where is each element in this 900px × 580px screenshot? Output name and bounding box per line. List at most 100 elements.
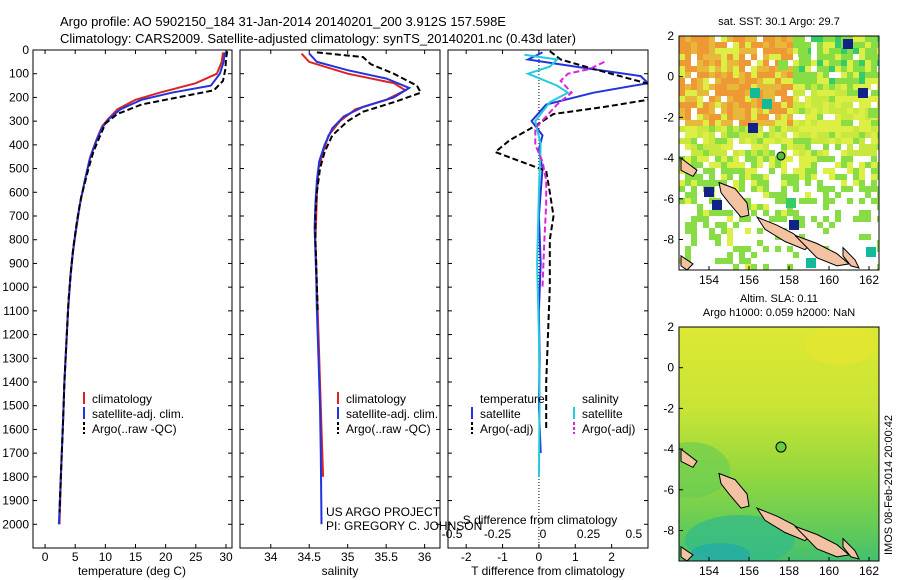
sst-cell	[793, 36, 799, 42]
sst-cell	[697, 72, 703, 78]
sst-cell	[781, 102, 787, 108]
sst-cell	[757, 228, 763, 234]
map-y-tick-label: -8	[663, 523, 674, 537]
sst-cell	[691, 228, 697, 234]
sst-cell	[793, 120, 799, 126]
sst-cell	[841, 120, 847, 126]
sst-cell	[757, 180, 763, 186]
sst-cell	[829, 96, 835, 102]
sst-cell	[865, 186, 871, 192]
sst-cell	[745, 36, 751, 42]
sst-cell	[811, 108, 817, 114]
x-tick-label: 1	[572, 550, 579, 564]
sst-cell	[805, 198, 811, 204]
sst-cell	[817, 72, 823, 78]
sst-cell	[781, 216, 787, 222]
sst-map-frame	[678, 35, 880, 271]
sst-cell	[835, 210, 841, 216]
temperature-x-ticks: 0 5 10 15 20 25 30	[42, 50, 233, 564]
map-x-tick-label: 158	[779, 564, 799, 578]
sla-blob-high	[805, 327, 875, 365]
sst-cell	[877, 78, 879, 84]
sst-cell	[727, 174, 733, 180]
sst-cell	[721, 108, 727, 114]
sst-cell	[727, 96, 733, 102]
sst-cell	[865, 84, 871, 90]
sst-cell	[709, 168, 715, 174]
sst-cell	[847, 72, 853, 78]
sst-cell	[877, 168, 879, 174]
x-tick-label: 35	[341, 550, 355, 564]
sst-cell	[835, 132, 841, 138]
sst-cell	[757, 84, 763, 90]
sst-cell	[775, 42, 781, 48]
sst-cell	[775, 78, 781, 84]
map-y-tick-label: -4	[663, 442, 674, 456]
sst-cell	[763, 210, 769, 216]
sst-cell	[727, 78, 733, 84]
sst-cell	[709, 150, 715, 156]
sst-cell	[841, 114, 847, 120]
sst-cell	[685, 228, 691, 234]
s-tick-label: 0	[540, 527, 547, 541]
sst-cell	[721, 126, 727, 132]
sst-cell	[799, 234, 805, 240]
sst-cell	[763, 108, 769, 114]
sst-cell	[853, 150, 859, 156]
sst-cell	[799, 150, 805, 156]
sst-cell	[733, 132, 739, 138]
sst-cell	[835, 108, 841, 114]
sst-cell	[715, 96, 721, 102]
sla-map-land	[680, 448, 860, 561]
sst-cell	[817, 42, 823, 48]
sst-cell	[817, 126, 823, 132]
sst-cell	[703, 72, 709, 78]
temperature-x-label: temperature (deg C)	[78, 564, 186, 578]
sst-cell	[775, 138, 781, 144]
sst-cell	[769, 138, 775, 144]
sst-cell	[763, 90, 769, 96]
sst-cell	[847, 60, 853, 66]
sst-cell	[697, 144, 703, 150]
sst-cell	[775, 162, 781, 168]
y-tick-label: 500	[9, 162, 29, 176]
sst-cell	[709, 108, 715, 114]
sst-cell	[789, 220, 799, 230]
argo-marker	[776, 151, 786, 161]
sst-cell	[763, 42, 769, 48]
sst-cell	[775, 84, 781, 90]
sst-cell	[859, 180, 865, 186]
sst-cell	[799, 162, 805, 168]
sst-cell	[835, 120, 841, 126]
sst-cell	[709, 174, 715, 180]
sst-cell	[727, 54, 733, 60]
sst-cell	[685, 126, 691, 132]
sst-cell	[685, 90, 691, 96]
sst-cell	[865, 96, 871, 102]
sst-cell	[685, 252, 691, 258]
y-tick-label: 2000	[2, 517, 29, 531]
y-tick-label: 1400	[2, 375, 29, 389]
sst-cell	[787, 138, 793, 144]
sst-cell	[751, 264, 757, 270]
sst-cell	[829, 90, 835, 96]
sst-cell	[697, 174, 703, 180]
sst-cell	[793, 90, 799, 96]
sst-cell	[859, 168, 865, 174]
sst-cell	[751, 138, 757, 144]
sst-cell	[685, 132, 691, 138]
sst-cell	[733, 84, 739, 90]
sst-cell	[817, 186, 823, 192]
y-tick-label: 100	[9, 67, 29, 81]
sst-cell	[823, 60, 829, 66]
sst-cell	[721, 90, 727, 96]
x-tick-label: 36	[418, 550, 432, 564]
sst-cell	[841, 78, 847, 84]
sst-cell	[763, 132, 769, 138]
sst-cell	[703, 90, 709, 96]
sst-cell	[871, 198, 877, 204]
sst-cell	[871, 156, 877, 162]
sst-cell	[727, 216, 733, 222]
sst-cell	[733, 72, 739, 78]
sst-cell	[763, 138, 769, 144]
